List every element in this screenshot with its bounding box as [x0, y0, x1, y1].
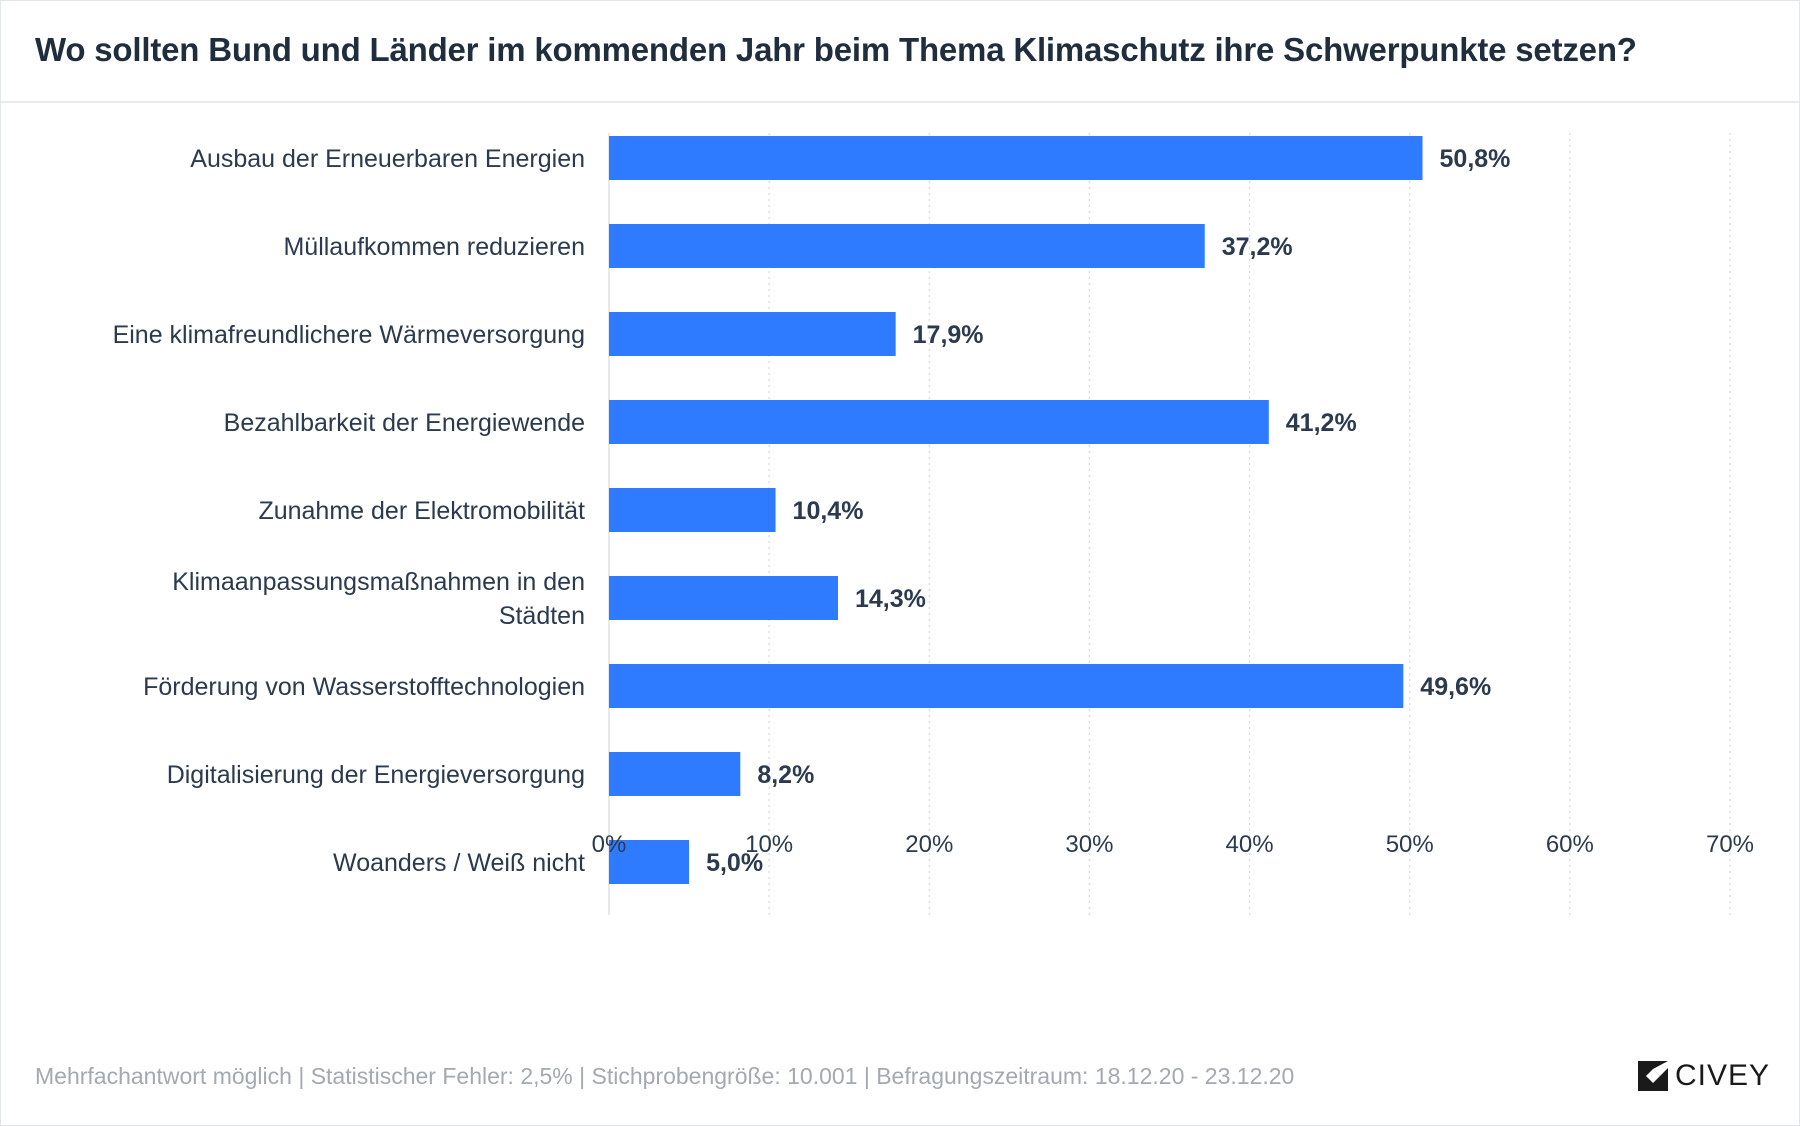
value-labels: 50,8% 37,2% 17,9% 41,2% 10,4% 14,3% 49,6% 8,2% 5…	[706, 145, 1510, 877]
bar[interactable]	[609, 752, 741, 796]
bar-chart: Ausbau der Erneuerbaren Energien Müllaufk…	[113, 133, 1754, 915]
x-tick-label: 10%	[745, 831, 793, 858]
x-tick-label: 0%	[592, 831, 627, 858]
x-tick-label: 70%	[1706, 831, 1754, 858]
value-label: 41,2%	[1286, 409, 1357, 437]
bar[interactable]	[609, 488, 776, 532]
bar[interactable]	[609, 840, 690, 884]
category-label: Klimaanpassungsmaßnahmen in den Städten	[172, 568, 585, 630]
value-label: 5,0%	[706, 849, 763, 877]
category-label-line: Förderung von Wasserstofftechnologien	[143, 673, 585, 701]
chart-header: Wo sollten Bund und Länder im kommenden …	[1, 1, 1799, 103]
category-label-line: Müllaufkommen reduzieren	[283, 233, 585, 261]
bars	[609, 136, 1423, 884]
value-label: 14,3%	[855, 585, 926, 613]
category-label-line: Zunahme der Elektromobilität	[258, 497, 585, 525]
category-label: Eine klimafreundlichere Wärmeversorgung	[113, 321, 585, 349]
category-label-line: Digitalisierung der Energieversorgung	[167, 761, 585, 789]
bar[interactable]	[609, 400, 1269, 444]
category-label: Digitalisierung der Energieversorgung	[167, 761, 585, 789]
category-label-line: Städten	[499, 602, 585, 630]
category-label-line: Ausbau der Erneuerbaren Energien	[190, 145, 585, 173]
bar[interactable]	[609, 136, 1423, 180]
x-tick-label: 50%	[1386, 831, 1434, 858]
x-axis-ticks: 0% 10% 20% 30% 40% 50% 60% 70%	[592, 831, 1754, 858]
x-tick-label: 30%	[1065, 831, 1113, 858]
category-label: Müllaufkommen reduzieren	[283, 233, 585, 261]
bar[interactable]	[609, 664, 1404, 708]
x-tick-label: 20%	[905, 831, 953, 858]
logo-text: CIVEY	[1675, 1059, 1771, 1092]
value-label: 10,4%	[793, 497, 864, 525]
category-label: Ausbau der Erneuerbaren Energien	[190, 145, 585, 173]
category-label-line: Woanders / Weiß nicht	[333, 849, 585, 877]
bar[interactable]	[609, 312, 896, 356]
category-label-line: Klimaanpassungsmaßnahmen in den	[172, 568, 585, 596]
value-label: 17,9%	[913, 321, 984, 349]
category-label: Förderung von Wasserstofftechnologien	[143, 673, 585, 701]
bar[interactable]	[609, 576, 839, 620]
category-labels: Ausbau der Erneuerbaren Energien Müllaufk…	[113, 145, 585, 877]
category-label: Bezahlbarkeit der Energiewende	[224, 409, 585, 437]
value-label: 49,6%	[1420, 673, 1491, 701]
civey-logo[interactable]: CIVEY	[1637, 1059, 1770, 1093]
category-label: Woanders / Weiß nicht	[333, 849, 585, 877]
x-tick-label: 40%	[1226, 831, 1274, 858]
civey-logo-icon	[1638, 1061, 1668, 1091]
category-label-line: Bezahlbarkeit der Energiewende	[224, 409, 585, 437]
value-label: 8,2%	[757, 761, 814, 789]
category-label-line: Eine klimafreundlichere Wärmeversorgung	[113, 321, 585, 349]
x-tick-label: 60%	[1546, 831, 1594, 858]
value-label: 50,8%	[1440, 145, 1511, 173]
value-label: 37,2%	[1222, 233, 1293, 261]
bar[interactable]	[609, 224, 1205, 268]
chart-title: Wo sollten Bund und Länder im kommenden …	[35, 31, 1637, 68]
footer-note: Mehrfachantwort möglich | Statistischer …	[35, 1063, 1295, 1089]
category-label: Zunahme der Elektromobilität	[258, 497, 585, 525]
